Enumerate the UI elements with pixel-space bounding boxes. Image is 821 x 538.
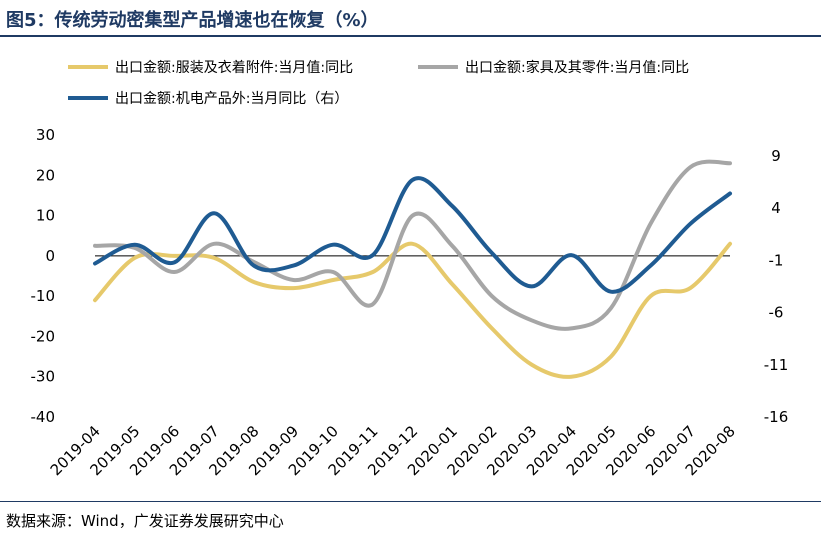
legend-label: 出口金额:家具及其零件:当月值:同比	[465, 59, 689, 76]
legend-label: 出口金额:机电产品外:当月同比（右）	[115, 91, 348, 107]
left-tick-label: -40	[31, 408, 56, 426]
right-tick-label: 9	[771, 147, 781, 165]
footer-divider	[0, 501, 821, 502]
left-tick-label: 10	[36, 207, 55, 225]
legend-label: 出口金额:服装及衣着附件:当月值:同比	[115, 60, 353, 76]
left-tick-label: -10	[31, 287, 56, 305]
left-tick-label: 0	[45, 247, 55, 265]
left-tick-label: 20	[36, 166, 55, 184]
chart: 出口金额:服装及衣着附件:当月值:同比 出口金额:家具及其零件:当月值:同比出口金…	[31, 59, 789, 479]
left-tick-label: -20	[31, 327, 56, 345]
right-tick-label: -1	[769, 251, 784, 269]
left-tick-label: -30	[31, 368, 56, 386]
page-title: 图5：传统劳动密集型产品增速也在恢复（%）	[6, 10, 379, 31]
left-tick-label: 30	[36, 126, 55, 144]
title-divider	[0, 35, 821, 37]
right-tick-label: -6	[769, 304, 784, 322]
right-axis-ticks: 9 4 -1 -6 -11 -16	[764, 147, 789, 426]
left-axis-ticks: 30 20 10 0 -10 -20 -30 -40	[31, 126, 56, 426]
legend: 出口金额:服装及衣着附件:当月值:同比 出口金额:家具及其零件:当月值:同比出口金…	[68, 59, 689, 107]
series-line-2	[93, 159, 732, 331]
right-tick-label: -16	[764, 408, 789, 426]
x-axis-ticks: 2019-042019-052019-062019-072019-082019-…	[47, 422, 739, 479]
series-line-3	[93, 176, 732, 294]
series-line-1	[93, 241, 732, 379]
right-tick-label: 4	[771, 199, 781, 217]
source-note: 数据来源：Wind，广发证券发展研究中心	[6, 512, 284, 530]
right-tick-label: -11	[764, 356, 789, 374]
series-lines	[93, 159, 732, 379]
